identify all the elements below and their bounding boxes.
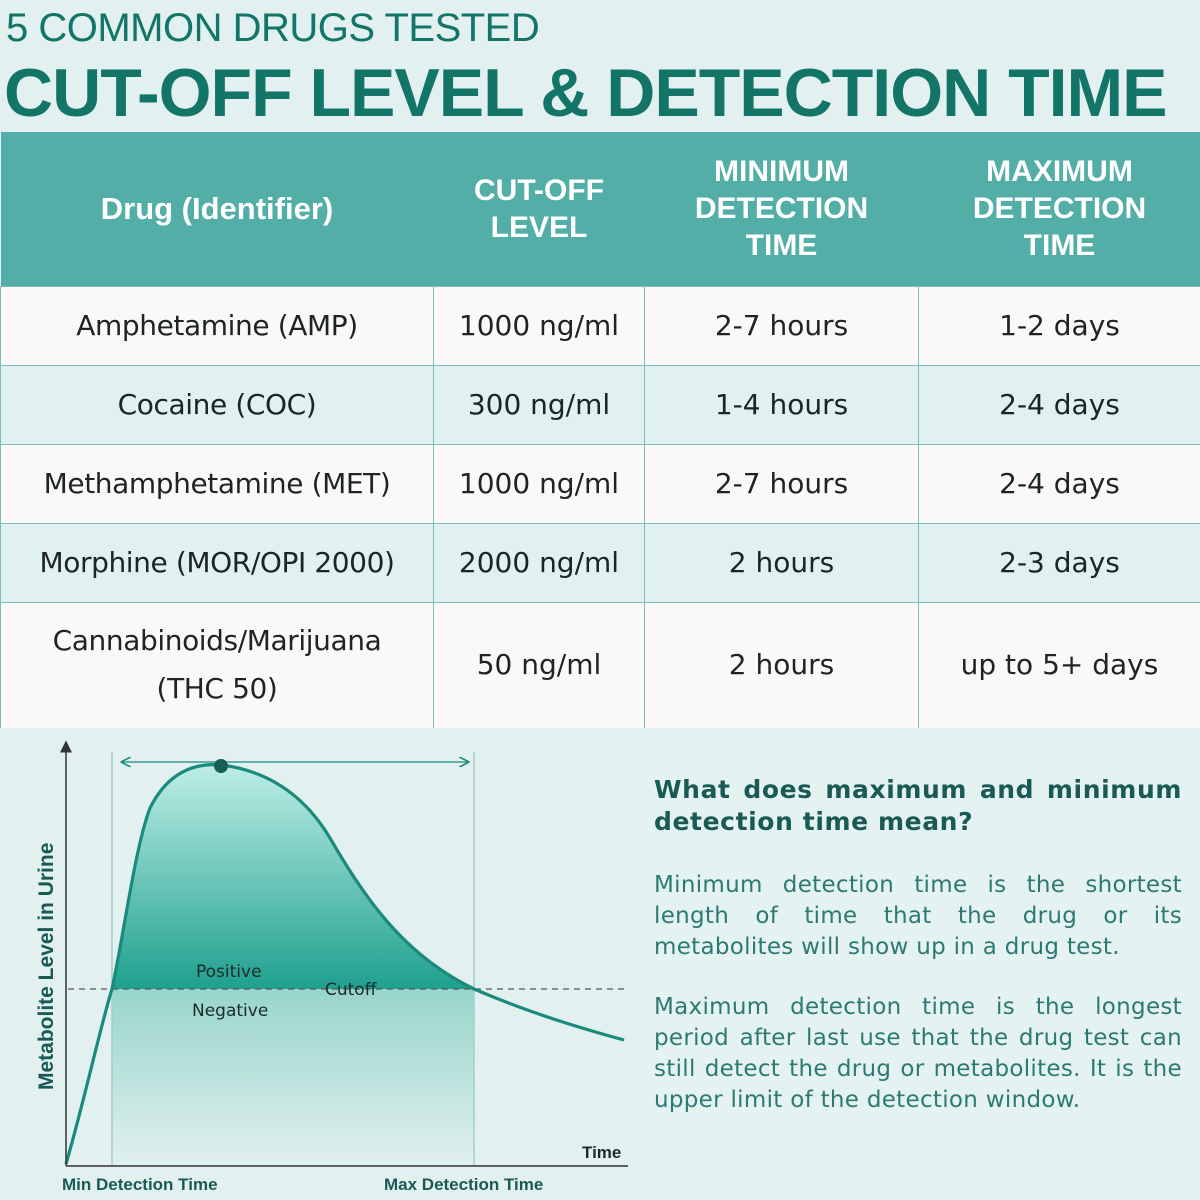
info-paragraph-min: Minimum detection time is the shortest l… <box>654 872 1182 960</box>
cell-max-time: 2-4 days <box>918 443 1200 524</box>
negative-label: Negative <box>192 1001 268 1021</box>
drug-table: Drug (Identifier) CUT-OFF LEVEL MINIMUM … <box>0 132 1200 729</box>
table-row: Amphetamine (AMP) 1000 ng/ml 2-7 hours 1… <box>0 285 1200 366</box>
cell-cutoff: 1000 ng/ml <box>433 285 645 366</box>
cell-drug-text: Cannabinoids/Marijuana (THC 50) <box>52 624 382 705</box>
page-subtitle: 5 COMMON DRUGS TESTED <box>6 6 540 50</box>
cell-drug: Morphine (MOR/OPI 2000) <box>0 522 434 603</box>
cell-max-time: 2-3 days <box>918 522 1200 603</box>
cell-max-time: up to 5+ days <box>918 601 1200 729</box>
peak-marker <box>214 759 228 773</box>
positive-label: Positive <box>196 962 262 982</box>
info-heading: What does maximum and minimum detection … <box>654 775 1182 836</box>
column-header-min-time-text: MINIMUM DETECTION TIME <box>694 155 869 263</box>
min-detection-label: Min Detection Time <box>62 1175 218 1194</box>
cell-drug: Cannabinoids/Marijuana (THC 50) <box>0 601 434 729</box>
positive-region <box>112 764 474 989</box>
negative-region <box>112 989 474 1168</box>
column-header-cutoff: CUT-OFF LEVEL <box>433 132 645 286</box>
cell-min-time: 2-7 hours <box>644 285 919 366</box>
page-title: CUT-OFF LEVEL & DETECTION TIME <box>4 55 1168 131</box>
cell-drug: Methamphetamine (MET) <box>0 443 434 524</box>
column-header-cutoff-text: CUT-OFF LEVEL <box>474 173 604 244</box>
cell-max-time: 2-4 days <box>918 364 1200 445</box>
column-header-max-time: MAXIMUM DETECTION TIME <box>918 132 1200 286</box>
x-axis-label: Time <box>582 1143 621 1162</box>
cell-min-time: 1-4 hours <box>644 364 919 445</box>
cell-min-time: 2-7 hours <box>644 443 919 524</box>
cell-cutoff: 2000 ng/ml <box>433 522 645 603</box>
cell-drug: Amphetamine (AMP) <box>0 285 434 366</box>
column-header-min-time: MINIMUM DETECTION TIME <box>644 132 919 286</box>
table-row: Methamphetamine (MET) 1000 ng/ml 2-7 hou… <box>0 443 1200 524</box>
header: 5 COMMON DRUGS TESTED CUT-OFF LEVEL & DE… <box>0 0 1200 132</box>
column-header-max-time-text: MAXIMUM DETECTION TIME <box>972 155 1147 263</box>
table-row: Cocaine (COC) 300 ng/ml 1-4 hours 2-4 da… <box>0 364 1200 445</box>
detection-diagram-svg: Metabolite Level in Urine Time Positive … <box>35 740 628 1194</box>
cell-drug: Cocaine (COC) <box>0 364 434 445</box>
column-header-drug: Drug (Identifier) <box>0 132 434 286</box>
info-paragraph-max: Maximum detection time is the longest pe… <box>654 994 1182 1113</box>
cell-cutoff: 50 ng/ml <box>433 601 645 729</box>
info-panel: What does maximum and minimum detection … <box>642 728 1200 1200</box>
table-row: Cannabinoids/Marijuana (THC 50) 50 ng/ml… <box>0 601 1200 729</box>
y-axis-label: Metabolite Level in Urine <box>35 843 58 1090</box>
cell-cutoff: 300 ng/ml <box>433 364 645 445</box>
cell-max-time: 1-2 days <box>918 285 1200 366</box>
cell-min-time: 2 hours <box>644 601 919 729</box>
table-header-row: Drug (Identifier) CUT-OFF LEVEL MINIMUM … <box>0 132 1200 286</box>
cell-cutoff: 1000 ng/ml <box>433 443 645 524</box>
cell-min-time: 2 hours <box>644 522 919 603</box>
table-row: Morphine (MOR/OPI 2000) 2000 ng/ml 2 hou… <box>0 522 1200 603</box>
cutoff-label: Cutoff <box>325 980 378 1000</box>
max-detection-label: Max Detection Time <box>384 1175 543 1194</box>
detection-diagram: Metabolite Level in Urine Time Positive … <box>0 728 642 1200</box>
